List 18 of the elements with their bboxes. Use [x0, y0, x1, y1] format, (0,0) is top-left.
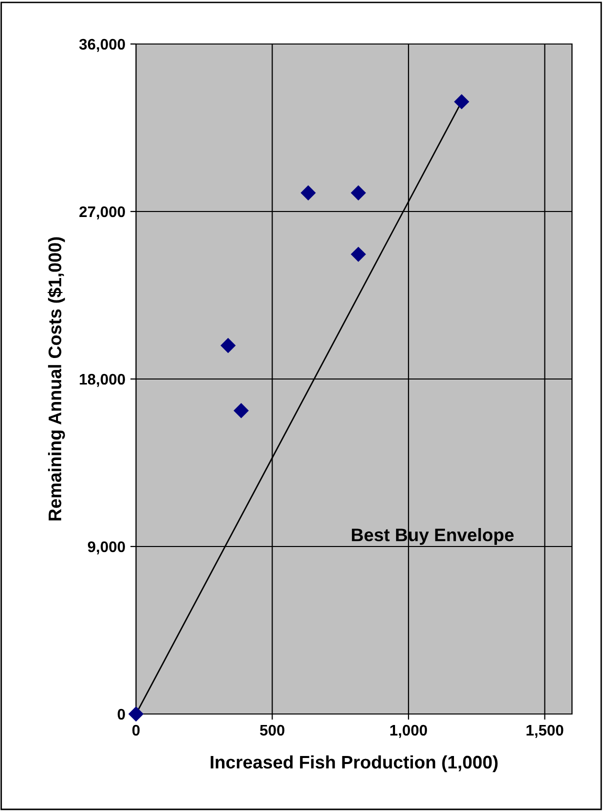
point [454, 94, 470, 110]
y-tick-label: 36,000 [79, 38, 125, 52]
y-axis-title: Remaining Annual Costs ($1,000) [48, 237, 65, 520]
point [234, 403, 249, 418]
x-tick-label: 500 [260, 724, 284, 736]
point [128, 706, 144, 722]
point [350, 246, 366, 262]
y-tick-label: 18,000 [80, 374, 125, 387]
y-tick-label: 9,000 [88, 541, 125, 554]
y-tick-label: 0 [118, 708, 125, 720]
y-tick-label: 27,000 [79, 206, 125, 220]
x-tick-label: 1,000 [390, 724, 427, 738]
point [300, 185, 316, 200]
x-tick-label: 1,500 [526, 724, 564, 738]
point [350, 185, 366, 200]
point [220, 338, 236, 354]
x-axis-title: Increased Fish Production (1,000) [210, 755, 498, 772]
x-tick-label: 0 [132, 724, 140, 736]
